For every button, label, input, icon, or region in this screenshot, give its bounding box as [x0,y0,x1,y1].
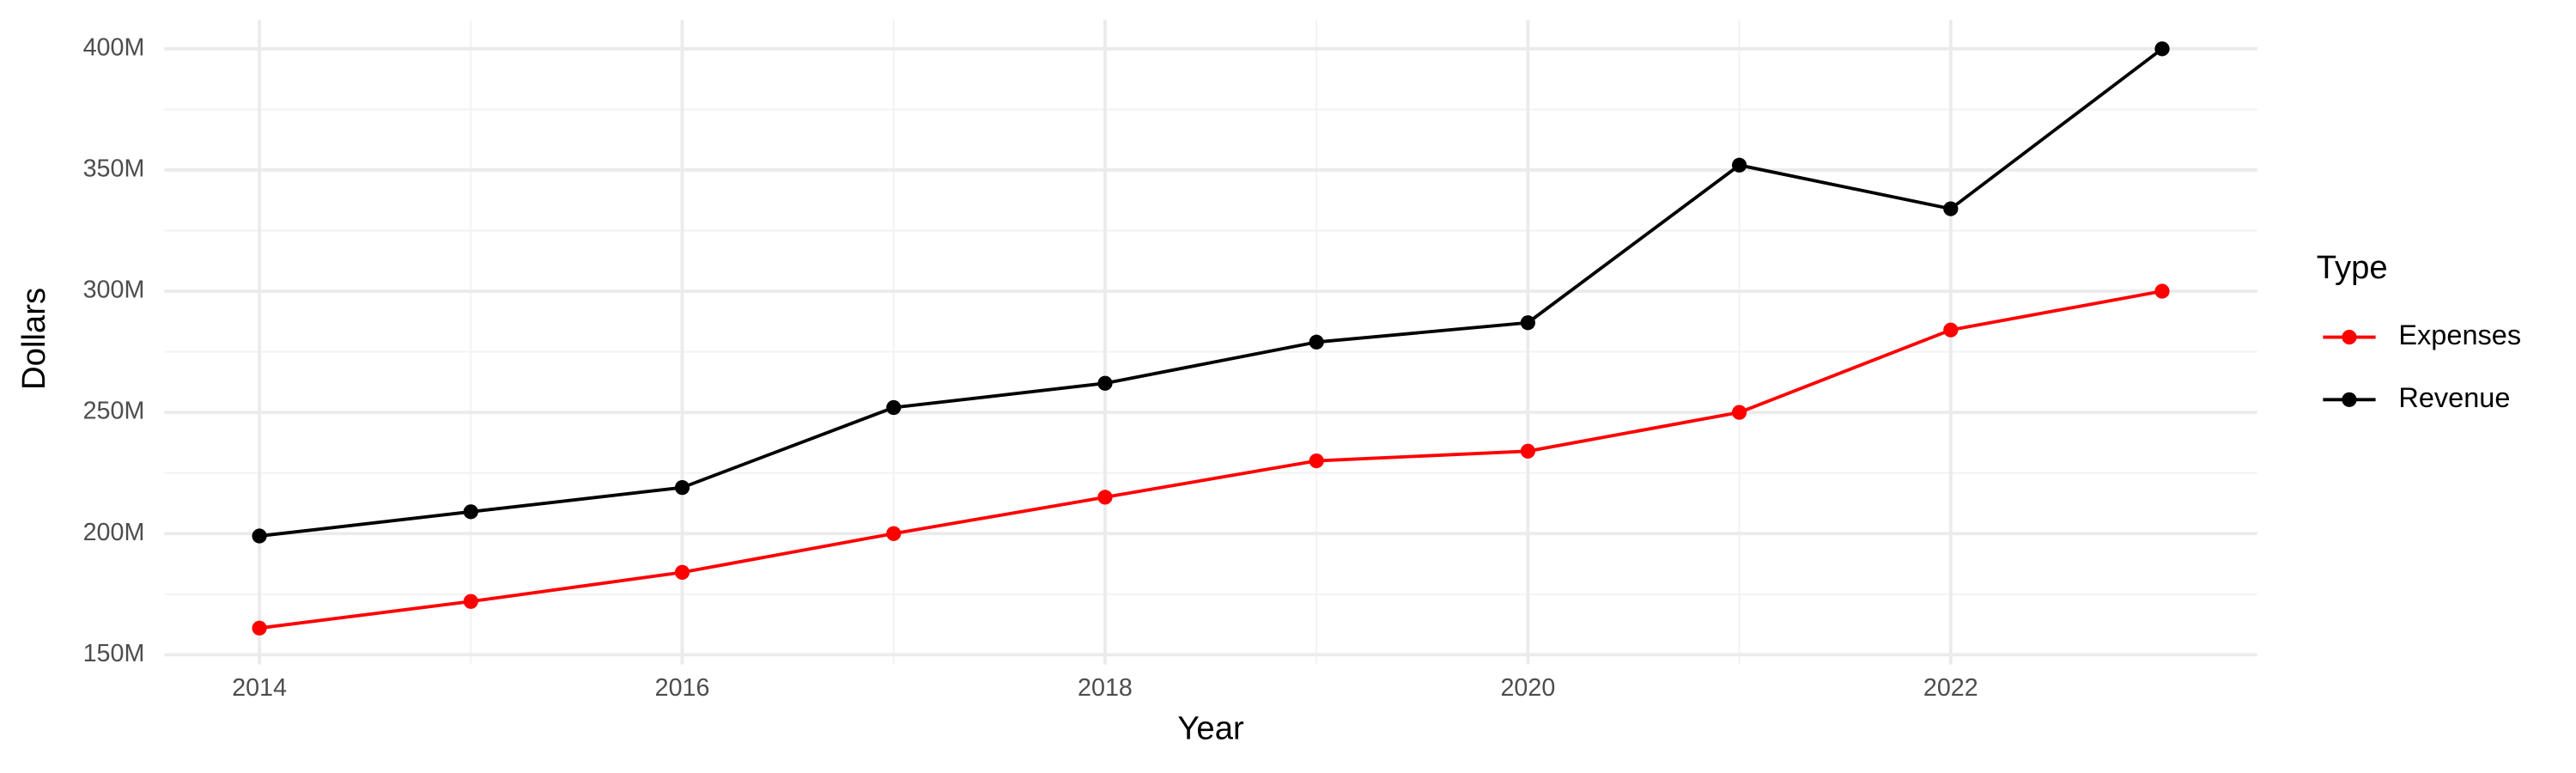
point [886,526,902,541]
point [1309,334,1324,350]
line [258,47,2164,538]
x-tick-label: 2020 [1500,674,1555,702]
x-tick-label: 2022 [1923,674,1978,702]
point [1731,405,1747,420]
legend-point [2342,392,2357,407]
point [463,593,478,609]
point [1520,443,1536,459]
y-tick-label: 300M [83,277,145,304]
x-tick-label: 2014 [232,674,287,702]
y-tick-label: 200M [83,519,145,546]
y-tick-label: 250M [83,398,145,425]
point [674,479,690,496]
point [2154,41,2170,57]
point [1097,375,1113,391]
x-tick-label: 2018 [1078,674,1133,702]
y-tick-label: 350M [83,155,145,183]
line [258,289,2163,630]
y-tick-label: 400M [83,33,145,61]
point [1943,201,1959,216]
point [252,528,267,544]
point [886,399,902,416]
x-axis-title: Year [1177,709,1244,746]
legend-title: Type [2317,249,2388,286]
point [1520,315,1536,331]
legend-point [2342,329,2357,345]
legend-label: Expenses [2398,320,2521,350]
point [463,504,478,520]
point [2154,283,2170,299]
y-axis-title: Dollars [15,288,52,390]
point [1097,490,1113,505]
point [1943,322,1959,338]
x-tick-label: 2016 [655,674,710,702]
point [674,564,690,580]
point [252,620,267,636]
point [1309,453,1324,469]
legend-label: Revenue [2398,382,2510,413]
point [1731,157,1747,173]
y-tick-label: 150M [83,640,145,667]
